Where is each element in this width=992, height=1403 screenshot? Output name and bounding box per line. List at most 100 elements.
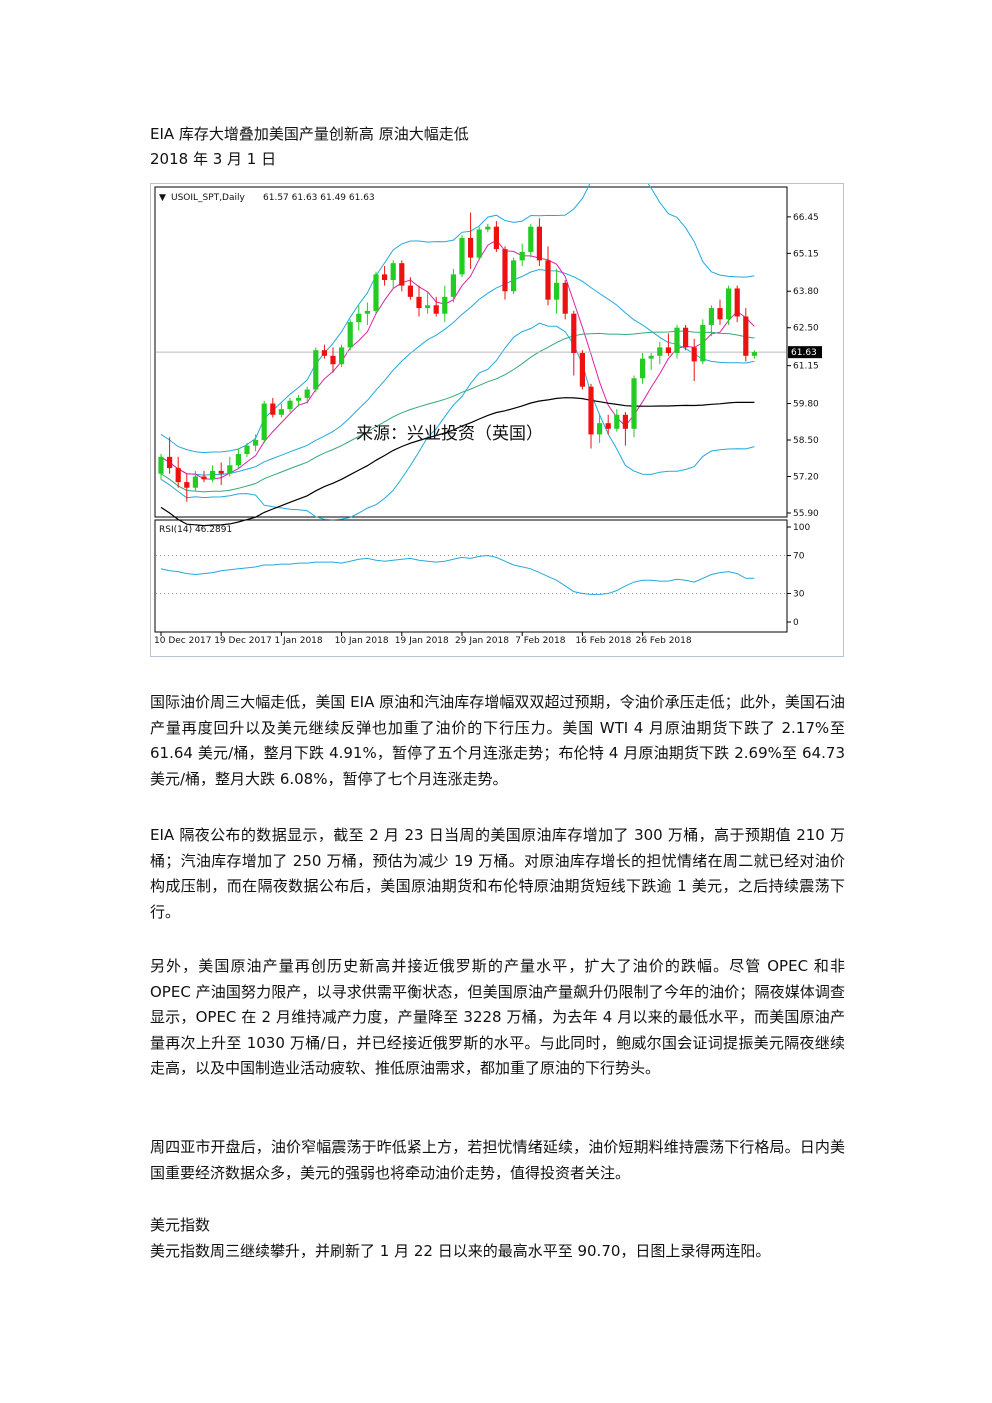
candle-body bbox=[253, 440, 259, 446]
candle-body bbox=[227, 465, 233, 474]
candle-body bbox=[407, 285, 413, 297]
candle-body bbox=[657, 347, 663, 356]
bollinger-middle-line bbox=[160, 268, 755, 476]
time-tick-label: 19 Jan 2018 bbox=[395, 636, 449, 646]
candle-body bbox=[347, 322, 353, 348]
candle-body bbox=[545, 260, 551, 300]
ma-long-line bbox=[160, 397, 755, 527]
paragraph-3: 另外，美国原油产量再创历史新高并接近俄罗斯的产量水平，扩大了油价的跌幅。尽管 O… bbox=[150, 957, 845, 1078]
time-tick-label: 10 Dec 2017 bbox=[154, 636, 212, 646]
candle-body bbox=[640, 358, 646, 379]
candle-body bbox=[201, 476, 207, 480]
candle-body bbox=[562, 282, 568, 314]
chart-watermark: 来源：兴业投资（英国） bbox=[356, 424, 543, 444]
candle-body bbox=[743, 316, 749, 356]
candle-body bbox=[571, 313, 577, 353]
candle-body bbox=[476, 229, 482, 258]
candle-body bbox=[261, 403, 267, 441]
candle-body bbox=[691, 347, 697, 362]
candle-body bbox=[278, 409, 284, 415]
candle-body bbox=[210, 470, 216, 480]
time-tick-label: 19 Dec 2017 bbox=[214, 636, 272, 646]
rsi-title: RSI(14) 46.2891 bbox=[159, 525, 232, 535]
section-heading: 美元指数 bbox=[150, 1216, 211, 1234]
candle-body bbox=[536, 226, 542, 261]
time-tick-label: 10 Jan 2018 bbox=[335, 636, 389, 646]
candle-body bbox=[235, 454, 241, 466]
candle-body bbox=[442, 296, 448, 314]
candle-body bbox=[373, 274, 379, 311]
candle-body bbox=[425, 305, 431, 309]
candle-body bbox=[674, 327, 680, 353]
time-tick-label: 1 Jan 2018 bbox=[274, 636, 322, 646]
candle-body bbox=[175, 468, 181, 483]
candle-body bbox=[700, 324, 706, 362]
time-tick-label: 29 Jan 2018 bbox=[455, 636, 509, 646]
rsi-tick-label: 100 bbox=[793, 523, 810, 533]
candle-body bbox=[287, 400, 293, 410]
candle-body bbox=[304, 389, 310, 398]
candle-body bbox=[244, 445, 250, 455]
candle-body bbox=[519, 251, 525, 261]
candle-body bbox=[665, 347, 671, 353]
article-date: 2018 年 3 月 1 日 bbox=[150, 150, 277, 168]
price-tick-label: 61.15 bbox=[793, 362, 819, 372]
paragraph-2: EIA 隔夜公布的数据显示，截至 2 月 23 日当周的美国原油库存增加了 30… bbox=[150, 826, 845, 921]
price-tick-label: 63.80 bbox=[793, 287, 819, 297]
article-title: EIA 库存大增叠加美国产量创新高 原油大幅走低 bbox=[150, 125, 469, 143]
candle-body bbox=[313, 350, 319, 390]
candle-body bbox=[683, 327, 689, 348]
price-tick-label: 59.80 bbox=[793, 400, 819, 410]
paragraph-4: 周四亚市开盘后，油价窄幅震荡于昨低紧上方，若担忧情绪延续，油价短期料维持震荡下行… bbox=[150, 1138, 845, 1182]
candle-body bbox=[726, 288, 732, 320]
rsi-panel-frame bbox=[154, 519, 788, 633]
candle-body bbox=[579, 353, 585, 387]
candle-body bbox=[708, 308, 714, 325]
price-tick-label: 65.15 bbox=[793, 249, 819, 259]
section-text: 美元指数周三继续攀升，并刷新了 1 月 22 日以来的最高水平至 90.70，日… bbox=[150, 1242, 771, 1260]
candle-body bbox=[511, 260, 517, 292]
candle-body bbox=[416, 296, 422, 309]
bollinger-upper-line bbox=[160, 184, 755, 454]
candle-body bbox=[364, 310, 370, 314]
candle-body bbox=[717, 308, 723, 320]
candle-body bbox=[390, 263, 396, 281]
ma-short-line bbox=[160, 239, 755, 480]
current-price-box bbox=[788, 346, 822, 359]
candle-body bbox=[631, 378, 637, 429]
candle-body bbox=[493, 226, 499, 250]
price-tick-label: 55.90 bbox=[793, 509, 819, 519]
candle-body bbox=[468, 237, 474, 258]
price-tick-label: 62.50 bbox=[793, 324, 819, 334]
chart-title: USOIL_SPT,Daily bbox=[171, 193, 245, 203]
candle-body bbox=[356, 313, 362, 323]
chart-symbol-triangle: ▼ bbox=[159, 193, 166, 203]
rsi-tick-label: 70 bbox=[793, 552, 805, 562]
candle-body bbox=[321, 350, 327, 356]
candle-body bbox=[502, 249, 508, 292]
rsi-tick-label: 0 bbox=[793, 618, 799, 628]
chart-ohlc: 61.57 61.63 61.49 61.63 bbox=[263, 193, 375, 203]
time-tick-label: 16 Feb 2018 bbox=[575, 636, 631, 646]
time-tick-label: 7 Feb 2018 bbox=[515, 636, 566, 646]
candle-body bbox=[450, 274, 456, 297]
candle-body bbox=[751, 352, 757, 356]
candle-body bbox=[622, 414, 628, 429]
candle-body bbox=[528, 226, 534, 252]
main-panel-frame bbox=[154, 186, 788, 518]
price-tick-label: 66.45 bbox=[793, 213, 819, 223]
candle-body bbox=[184, 482, 190, 488]
candle-body bbox=[433, 305, 439, 314]
rsi-tick-label: 30 bbox=[793, 590, 805, 600]
candle-body bbox=[605, 423, 611, 429]
price-chart: 66.45 65.15 63.80 62.50 61.15 59.80 58.50 57.20… bbox=[150, 183, 844, 657]
candle-body bbox=[330, 355, 336, 365]
paragraph-1: 国际油价周三大幅走低，美国 EIA 原油和汽油库存增幅双双超过预期，令油价承压走… bbox=[150, 693, 845, 788]
candle-body bbox=[734, 288, 740, 317]
candle-body bbox=[399, 263, 405, 286]
candle-body bbox=[554, 282, 560, 300]
candle-body bbox=[597, 423, 603, 435]
candle-body bbox=[158, 456, 164, 474]
ma-mid-line bbox=[160, 330, 755, 493]
rsi-line bbox=[160, 554, 755, 595]
